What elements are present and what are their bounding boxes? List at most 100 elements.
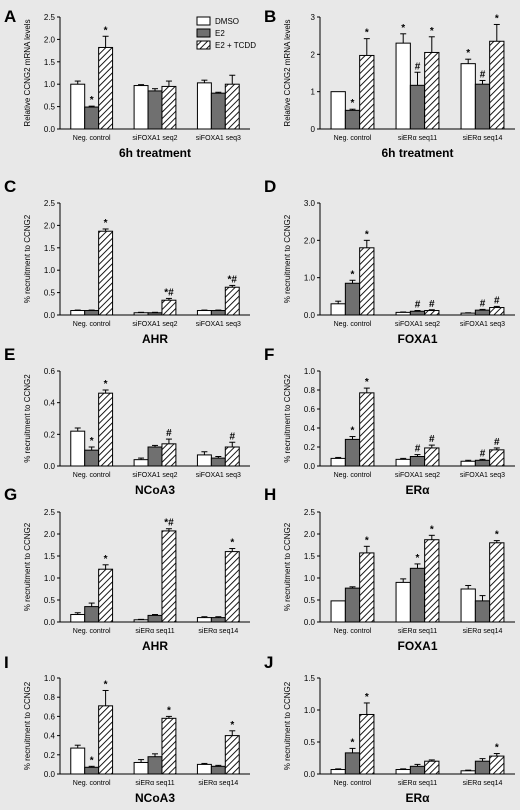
category-label: siERα seq11	[135, 628, 174, 635]
y-tick-label: 0.0	[304, 311, 316, 320]
y-axis-label: % recruitment to CCNG2	[283, 681, 292, 770]
category-label: Neg. control	[73, 780, 111, 787]
significance-mark: *	[230, 720, 234, 731]
bar	[424, 760, 440, 775]
y-axis-label: % recruitment to CCNG2	[283, 522, 292, 611]
significance-mark: *	[104, 25, 108, 36]
bar	[224, 551, 240, 623]
significance-mark: #	[494, 437, 500, 448]
y-tick-label: 1.5	[304, 552, 316, 561]
significance-mark: *	[351, 737, 355, 748]
bar	[147, 614, 163, 623]
y-tick-label: 0.6	[44, 367, 56, 376]
bar	[70, 310, 86, 316]
significance-mark: #	[429, 299, 435, 310]
bar	[409, 84, 426, 130]
bar	[460, 312, 476, 316]
category-label: siFOXA1 seq2	[132, 472, 177, 479]
significance-mark: *	[466, 48, 470, 59]
y-tick-label: 2.0	[304, 236, 316, 245]
significance-mark: #	[229, 431, 235, 442]
bar	[224, 446, 240, 467]
bar	[359, 247, 375, 316]
bar	[98, 230, 114, 316]
bar	[460, 770, 476, 775]
category-label: siERα seq14	[463, 780, 503, 787]
panel-label: F	[264, 345, 274, 364]
panel-label: D	[264, 177, 276, 196]
y-axis-label: Relative CCNG2 mRNA levels	[283, 19, 292, 126]
significance-mark: *	[167, 705, 171, 716]
bar	[395, 311, 411, 316]
x-axis-label: NCoA3	[135, 483, 175, 497]
significance-mark: *	[365, 535, 369, 546]
x-axis-label: 6h treatment	[381, 146, 453, 160]
y-tick-label: 2.0	[44, 530, 56, 539]
category-label: siFOXA1 seq2	[132, 135, 177, 142]
y-tick-label: 2.0	[304, 530, 316, 539]
y-tick-label: 0.0	[44, 125, 56, 134]
significance-mark: *	[90, 95, 94, 106]
category-label: Neg. control	[73, 321, 111, 328]
y-tick-label: 0.4	[44, 732, 56, 741]
x-axis-label: ERα	[405, 483, 430, 497]
y-tick-label: 0.8	[44, 693, 56, 702]
y-axis-label: % recruitment to CCNG2	[23, 522, 32, 611]
chart-panel-a: A 0.0 0.5 1.0 1.5 2.0 2.5 Relative CCNG2 mRNA l…	[4, 7, 250, 160]
significance-mark: #	[494, 295, 500, 306]
category-label: Neg. control	[334, 628, 372, 635]
bar	[474, 83, 491, 130]
bar	[196, 763, 212, 775]
y-tick-label: 0.2	[44, 430, 56, 439]
bar	[489, 307, 505, 316]
chart-panel-j: J 0.0 0.5 1.0 1.5 % recruitment to CCNG2 * * Neg…	[264, 653, 515, 805]
category-label: siERα seq14	[463, 135, 503, 142]
category-label: siFOXA1 seq3	[460, 472, 505, 479]
bar	[460, 63, 476, 130]
panel-label: A	[4, 7, 16, 26]
y-tick-label: 0.2	[304, 443, 316, 452]
bar	[84, 766, 100, 775]
bar	[474, 459, 491, 467]
bar	[474, 309, 491, 316]
y-tick-label: 1.0	[44, 80, 56, 89]
bar	[424, 539, 440, 623]
y-axis-label: % recruitment to CCNG2	[23, 374, 32, 463]
chart-panel-d: D 0.0 1.0 2.0 3.0 % recruitment to CCNG2 * * Neg…	[264, 177, 515, 346]
panel-label: I	[4, 653, 9, 672]
bar	[210, 92, 226, 130]
chart-panel-e: E 0.0 0.2 0.4 0.6 % recruitment to CCNG2 * * Neg…	[4, 345, 250, 497]
significance-mark: *	[416, 553, 420, 564]
y-tick-label: 1.0	[304, 574, 316, 583]
bar	[344, 587, 361, 623]
y-tick-label: 0.0	[44, 311, 56, 320]
x-axis-label: 6h treatment	[119, 146, 191, 160]
significance-mark: *	[90, 436, 94, 447]
significance-mark: *	[90, 755, 94, 766]
bar	[133, 761, 149, 775]
category-label: Neg. control	[334, 321, 372, 328]
y-tick-label: 0.5	[44, 103, 56, 112]
bar	[344, 438, 361, 467]
y-tick-label: 1.5	[304, 674, 316, 683]
y-tick-label: 2.0	[44, 221, 56, 230]
significance-mark: #	[415, 444, 421, 455]
category-label: siFOXA1 seq3	[196, 135, 241, 142]
bar	[409, 456, 426, 467]
y-tick-label: 2.5	[304, 508, 316, 517]
bar	[344, 109, 361, 130]
y-axis-label: Relative CCNG2 mRNA levels	[23, 19, 32, 126]
bar	[161, 443, 177, 467]
panel-label: E	[4, 345, 15, 364]
bar	[133, 312, 149, 316]
y-axis-label: % recruitment to CCNG2	[23, 214, 32, 303]
bar	[474, 760, 491, 775]
bar	[409, 567, 426, 623]
bar	[84, 449, 100, 467]
y-tick-label: 1.0	[304, 706, 316, 715]
bar	[424, 310, 440, 316]
legend-label: E2	[215, 29, 225, 38]
legend-swatch	[196, 28, 211, 38]
y-tick-label: 1.0	[44, 674, 56, 683]
bar	[133, 85, 149, 130]
